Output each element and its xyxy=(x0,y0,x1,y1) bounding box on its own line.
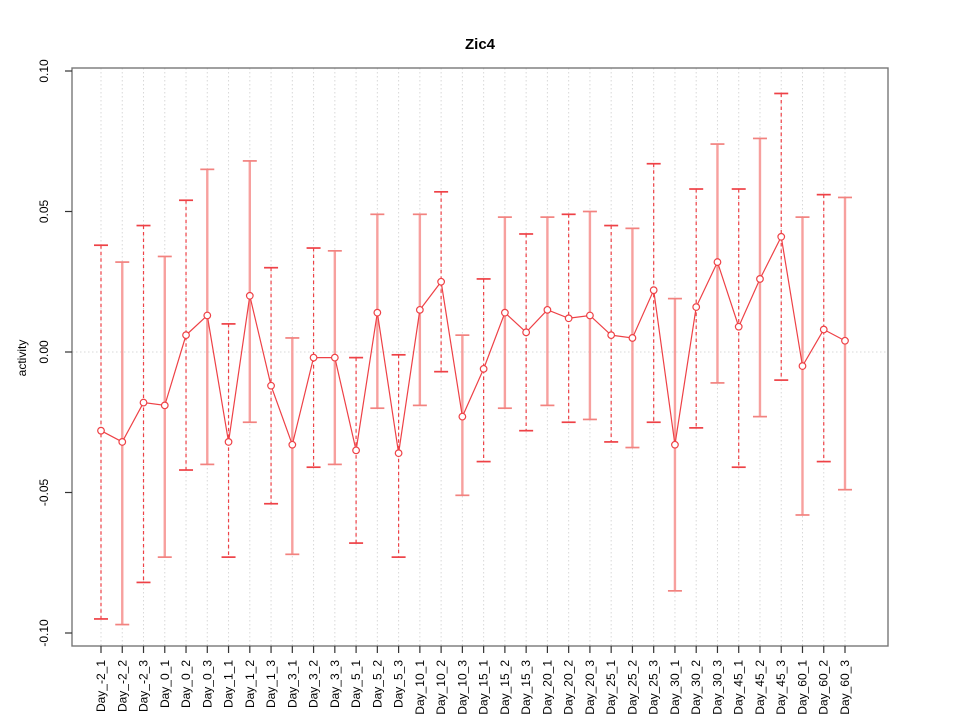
data-point xyxy=(118,438,127,446)
x-tick-label: Day_45_2 xyxy=(753,660,767,715)
x-tick-label: Day_3_2 xyxy=(307,660,321,708)
data-point xyxy=(139,398,148,407)
data-point xyxy=(437,277,446,286)
x-tick-label: Day_1_1 xyxy=(222,660,236,708)
data-point xyxy=(628,334,637,342)
plot-frame xyxy=(71,67,889,647)
x-tick-label: Day_5_2 xyxy=(370,660,384,708)
x-tick-label: Day_0_1 xyxy=(158,660,172,708)
axis-ticks-group xyxy=(65,70,846,653)
x-tick-label: Day_20_3 xyxy=(583,660,597,715)
x-tick-label: Day_15_2 xyxy=(498,660,512,715)
data-point xyxy=(777,232,786,241)
x-tick-label: Day_25_2 xyxy=(625,660,639,715)
x-tick-label: Day_10_1 xyxy=(413,660,427,715)
x-tick-label: Day_15_1 xyxy=(477,660,491,715)
data-point xyxy=(267,381,275,390)
data-point xyxy=(458,412,467,421)
data-point xyxy=(798,362,807,370)
x-tick-label: Day_30_1 xyxy=(668,660,682,715)
x-tick-label: Day_10_2 xyxy=(434,660,448,715)
x-tick-label: Day_45_1 xyxy=(732,660,746,715)
x-tick-label: Day_-2_3 xyxy=(137,660,151,712)
data-point xyxy=(607,331,616,340)
y-axis-label: activity xyxy=(15,340,29,377)
x-tick-label: Day_10_3 xyxy=(455,660,469,715)
plot-frame-group xyxy=(71,67,889,647)
x-tick-label: Day_15_3 xyxy=(519,660,533,715)
x-tick-label: Day_-2_2 xyxy=(115,660,129,712)
data-point xyxy=(479,364,488,373)
x-tick-label: Day_45_3 xyxy=(774,660,788,715)
data-point xyxy=(394,449,403,458)
data-point xyxy=(649,286,658,295)
data-point xyxy=(692,303,701,311)
data-point xyxy=(819,325,828,334)
x-tick-label: Day_5_3 xyxy=(392,660,406,708)
data-point xyxy=(245,291,254,300)
x-tick-label: Day_1_2 xyxy=(243,660,257,708)
data-point xyxy=(564,314,573,323)
data-point xyxy=(203,311,212,320)
data-point xyxy=(97,426,105,435)
x-tick-label: Day_60_1 xyxy=(795,660,809,715)
x-tick-label: Day_5_1 xyxy=(349,660,363,708)
x-tick-label: Day_60_3 xyxy=(838,660,852,715)
data-point xyxy=(160,401,169,410)
series-line xyxy=(100,234,846,454)
y-tick-label: 0.00 xyxy=(37,340,51,364)
x-tick-label: Day_25_1 xyxy=(604,660,618,715)
axis-labels-group: 0.10 0.05 0.00 -0.05 -0.10 Day_-2_1 Day_-2_2 Da… xyxy=(37,59,852,715)
x-tick-label: Day_3_1 xyxy=(285,660,299,708)
x-tick-label: Day_60_2 xyxy=(817,660,831,715)
data-point xyxy=(182,331,190,340)
data-points-group xyxy=(97,232,849,458)
data-point xyxy=(309,353,318,362)
y-tick-label: 0.10 xyxy=(37,59,51,83)
data-point xyxy=(500,308,509,317)
x-tick-label: Day_30_2 xyxy=(689,660,703,715)
data-point xyxy=(522,328,531,337)
data-point xyxy=(288,440,297,449)
data-point xyxy=(841,336,849,345)
x-tick-label: Day_3_3 xyxy=(328,660,342,708)
data-point xyxy=(352,446,360,455)
x-tick-label: Day_1_3 xyxy=(264,660,278,708)
x-tick-label: Day_0_3 xyxy=(200,660,214,708)
data-point xyxy=(586,311,594,320)
x-tick-label: Day_20_2 xyxy=(562,660,576,715)
chart-title: Zic4 xyxy=(465,36,496,53)
y-tick-label: 0.05 xyxy=(37,199,51,223)
x-tick-label: Day_30_3 xyxy=(710,660,724,715)
data-point xyxy=(734,322,743,331)
data-point xyxy=(224,438,233,446)
data-point xyxy=(671,440,679,449)
data-point xyxy=(330,353,339,362)
series-line-group xyxy=(100,234,846,454)
x-tick-label: Day_-2_1 xyxy=(94,660,108,712)
x-tick-label: Day_25_3 xyxy=(647,660,661,715)
y-tick-label: -0.05 xyxy=(37,479,51,507)
gridlines-group xyxy=(72,68,888,646)
x-tick-label: Day_0_2 xyxy=(179,660,193,708)
data-point xyxy=(415,305,424,314)
data-point xyxy=(713,258,722,266)
x-tick-label: Day_20_1 xyxy=(540,660,554,715)
data-point xyxy=(543,305,552,314)
y-tick-label: -0.10 xyxy=(37,619,51,647)
data-point xyxy=(373,308,382,317)
data-point xyxy=(756,275,764,283)
